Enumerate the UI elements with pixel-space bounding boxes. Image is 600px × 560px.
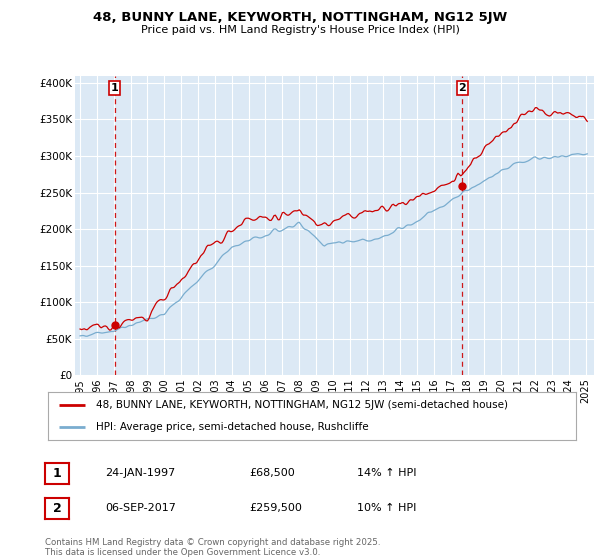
Text: 24-JAN-1997: 24-JAN-1997 [105,468,175,478]
Text: £259,500: £259,500 [249,503,302,513]
Text: Price paid vs. HM Land Registry's House Price Index (HPI): Price paid vs. HM Land Registry's House … [140,25,460,35]
Text: 06-SEP-2017: 06-SEP-2017 [105,503,176,513]
Text: 10% ↑ HPI: 10% ↑ HPI [357,503,416,513]
Text: 1: 1 [53,467,61,480]
Text: 48, BUNNY LANE, KEYWORTH, NOTTINGHAM, NG12 5JW: 48, BUNNY LANE, KEYWORTH, NOTTINGHAM, NG… [93,11,507,24]
Text: 2: 2 [458,83,466,93]
Text: £68,500: £68,500 [249,468,295,478]
Text: 48, BUNNY LANE, KEYWORTH, NOTTINGHAM, NG12 5JW (semi-detached house): 48, BUNNY LANE, KEYWORTH, NOTTINGHAM, NG… [95,400,508,410]
Text: Contains HM Land Registry data © Crown copyright and database right 2025.
This d: Contains HM Land Registry data © Crown c… [45,538,380,557]
Text: HPI: Average price, semi-detached house, Rushcliffe: HPI: Average price, semi-detached house,… [95,422,368,432]
Text: 14% ↑ HPI: 14% ↑ HPI [357,468,416,478]
Text: 1: 1 [111,83,119,93]
Text: 2: 2 [53,502,61,515]
